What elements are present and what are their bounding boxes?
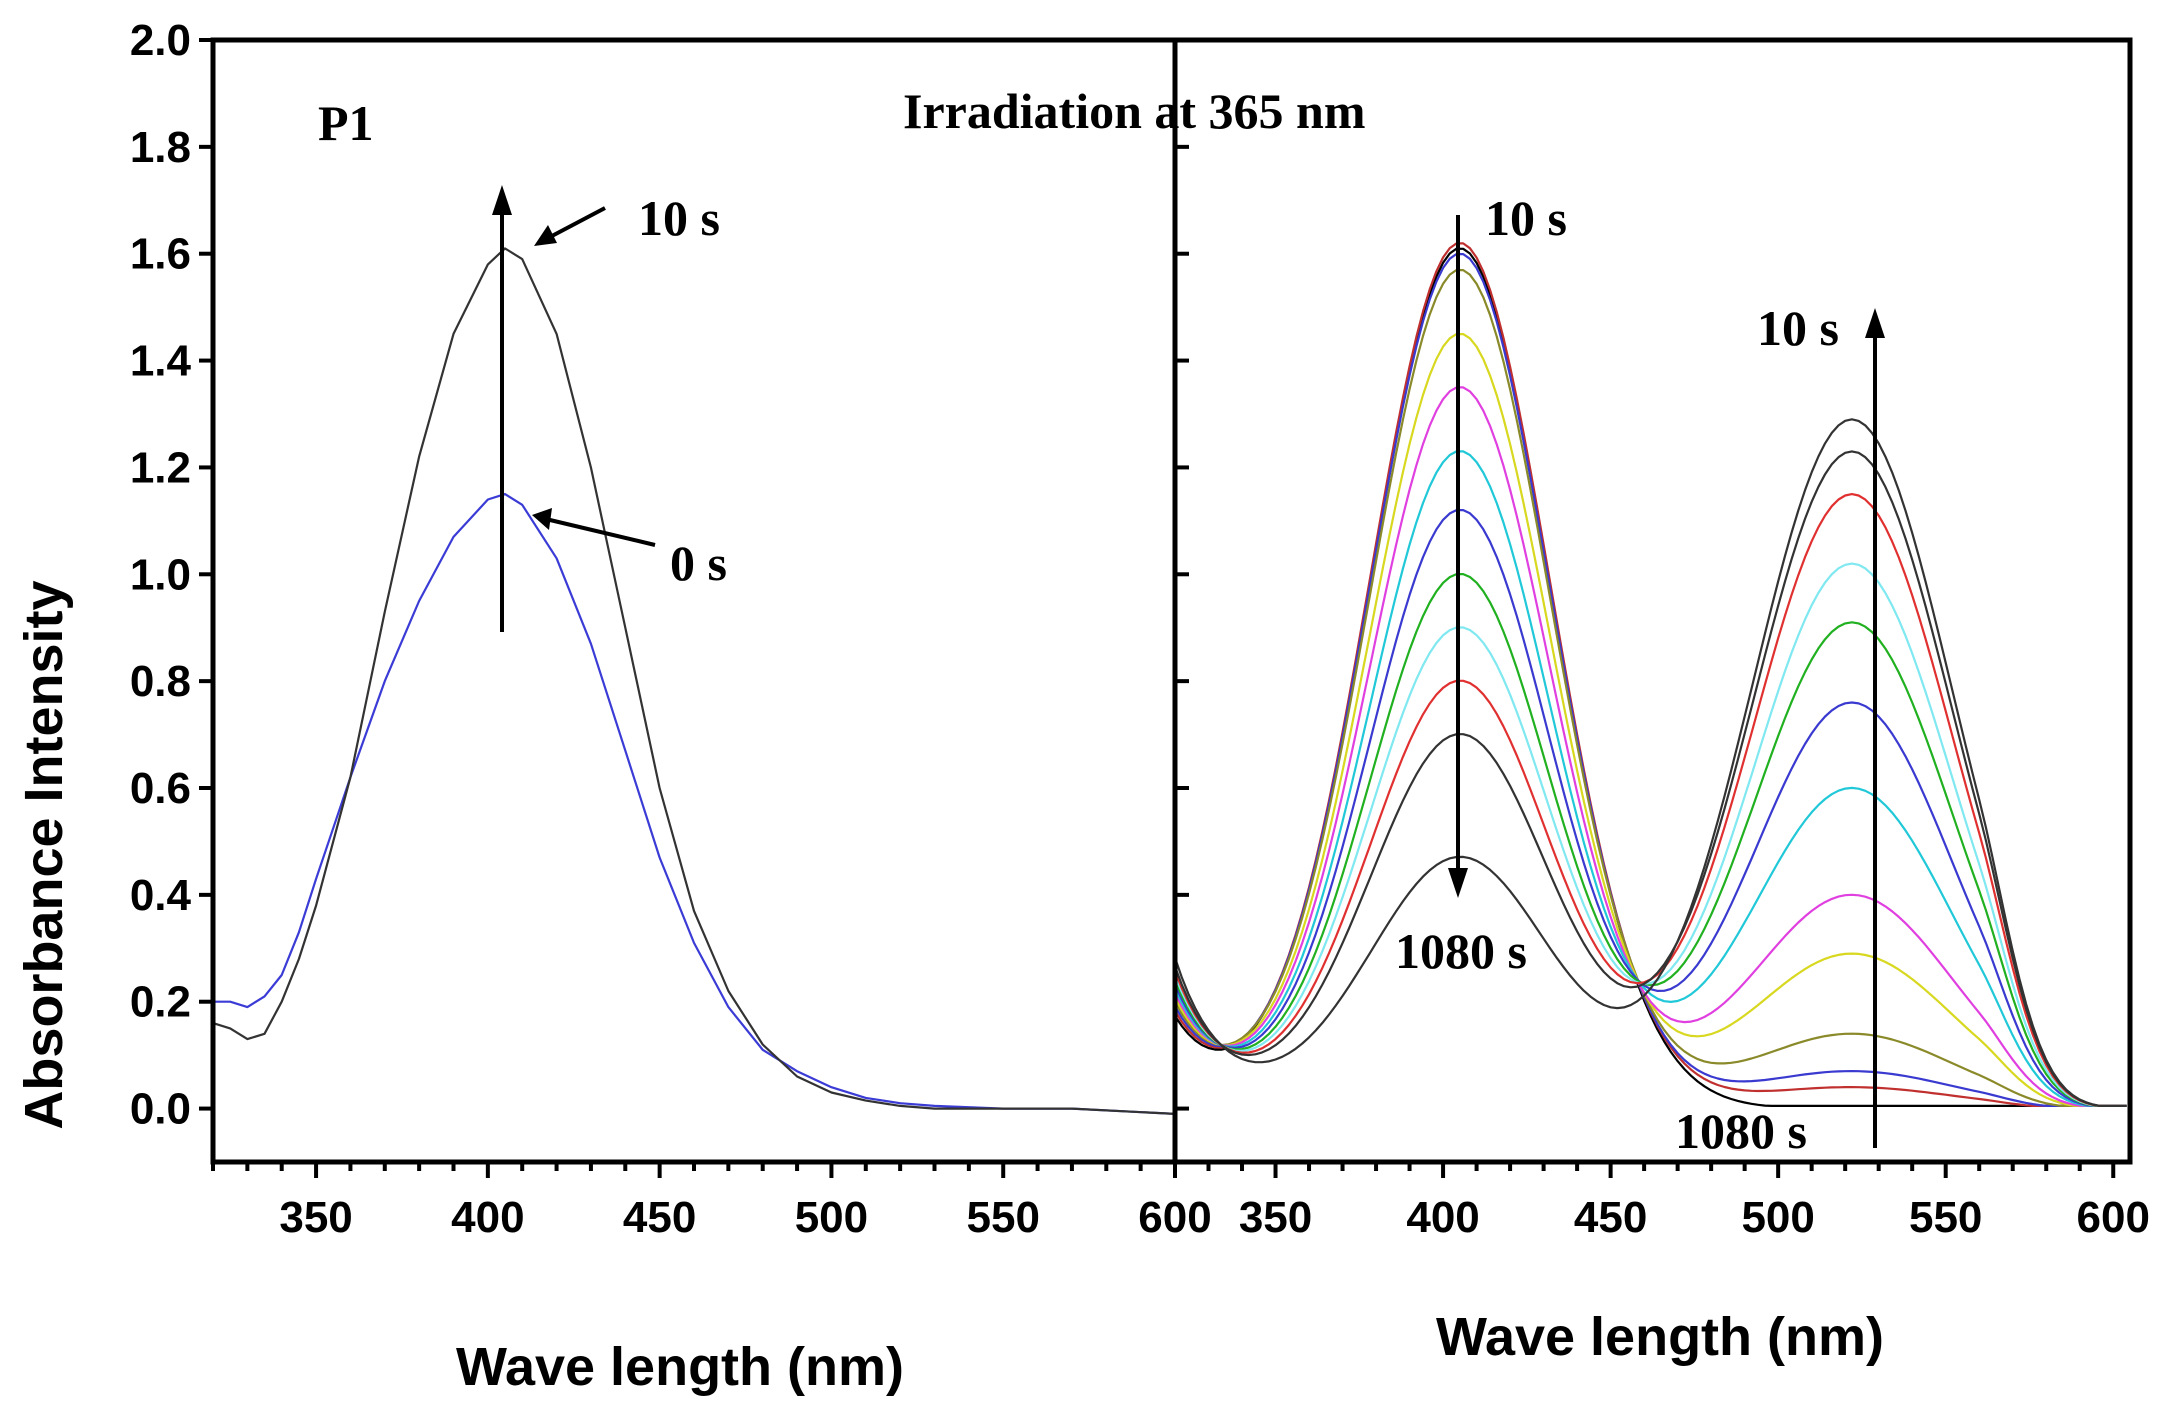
left-panel: 0.0 0.2 0.4 0.6 0.8 1.0 1.2 1.4 1.6 1.8 2.0 350 400…: [14, 16, 1212, 1397]
increase-arrowhead-left: [492, 185, 512, 215]
left-y-tick-label: 0.4: [130, 871, 192, 920]
right-x-tick-label: 450: [1574, 1193, 1647, 1242]
left-x-axis-title: Wave length (nm): [456, 1337, 904, 1397]
right-series-line-s12: [1173, 450, 2127, 1107]
left-y-tick-label: 0.0: [130, 1085, 191, 1134]
right-series-line-s6: [1174, 386, 2127, 1107]
right-x-tick-label: 400: [1406, 1193, 1479, 1242]
left-x-tick-label: 400: [451, 1193, 524, 1242]
left-y-ticks: 0.0 0.2 0.4 0.6 0.8 1.0 1.2 1.4 1.6 1.8 2.0: [130, 16, 213, 1134]
right-series-line-s4: [1174, 268, 2127, 1107]
pointer-arrowhead-0s: [532, 508, 552, 530]
left-x-tick-label: 600: [1138, 1193, 1211, 1242]
decrease-arrowhead-right: [1448, 868, 1468, 898]
left-y-tick-label: 1.4: [130, 337, 192, 386]
left-y-tick-label: 0.8: [130, 657, 191, 706]
right-x-tick-label: 600: [2077, 1193, 2150, 1242]
increase-arrowhead-right: [1865, 308, 1885, 338]
left-y-tick-label: 0.2: [130, 978, 191, 1027]
left-y-tick-label: 1.6: [130, 230, 191, 279]
right-series-line-s7: [1174, 450, 2127, 1107]
right-series-line-s3: [1174, 252, 2127, 1107]
right-x-tick-label: 550: [1909, 1193, 1982, 1242]
left-series-group: [212, 247, 1176, 1115]
right-x-tick-label: 350: [1239, 1193, 1312, 1242]
left-y-tick-label: 1.2: [130, 443, 191, 492]
left-x-tick-label: 550: [967, 1193, 1040, 1242]
left-x-tick-label: 450: [623, 1193, 696, 1242]
annotation-1080s-right-peak: 1080 s: [1395, 923, 1527, 979]
left-x-ticks: 350 400 450 500 550 600: [211, 1162, 1212, 1242]
left-series-line-10s: [212, 247, 1176, 1115]
left-y-axis-title: Absorbance Intensity: [14, 580, 74, 1129]
panel-label-p1: P1: [318, 95, 374, 151]
right-series-line-s10: [1173, 562, 2127, 1107]
left-y-tick-label: 2.0: [130, 16, 191, 65]
right-series-line-s13: [1173, 418, 2127, 1107]
right-plot-frame: [1172, 37, 2133, 1165]
left-x-tick-label: 350: [279, 1193, 352, 1242]
right-series-group: [1173, 242, 2127, 1107]
annotation-1080s-right-band: 1080 s: [1675, 1103, 1807, 1159]
right-series-line-s9: [1173, 573, 2127, 1107]
pointer-arrowhead-10s: [534, 225, 557, 246]
left-y-tick-label: 0.6: [130, 764, 191, 813]
left-x-tick-label: 500: [795, 1193, 868, 1242]
right-x-tick-label: 500: [1741, 1193, 1814, 1242]
right-panel: 350 400 450 500 550 600 Wave length (nm) Irra…: [903, 37, 2150, 1367]
annotation-10s-left: 10 s: [638, 190, 720, 246]
right-x-axis-title: Wave length (nm): [1436, 1307, 1884, 1367]
right-title: Irradiation at 365 nm: [903, 83, 1366, 139]
left-y-tick-label: 1.8: [130, 123, 191, 172]
pointer-arrow-10s: [549, 206, 606, 239]
left-series-line-0s: [213, 493, 1176, 1115]
right-x-ticks: 350 400 450 500 550 600: [1173, 1162, 2150, 1242]
pointer-arrow-0s: [549, 518, 656, 547]
annotation-10s-right-band: 10 s: [1757, 300, 1839, 356]
left-y-tick-label: 1.0: [130, 550, 191, 599]
right-series-line-s5: [1174, 333, 2127, 1107]
annotation-10s-right-peak: 10 s: [1485, 190, 1567, 246]
annotation-0s-left: 0 s: [670, 535, 727, 591]
